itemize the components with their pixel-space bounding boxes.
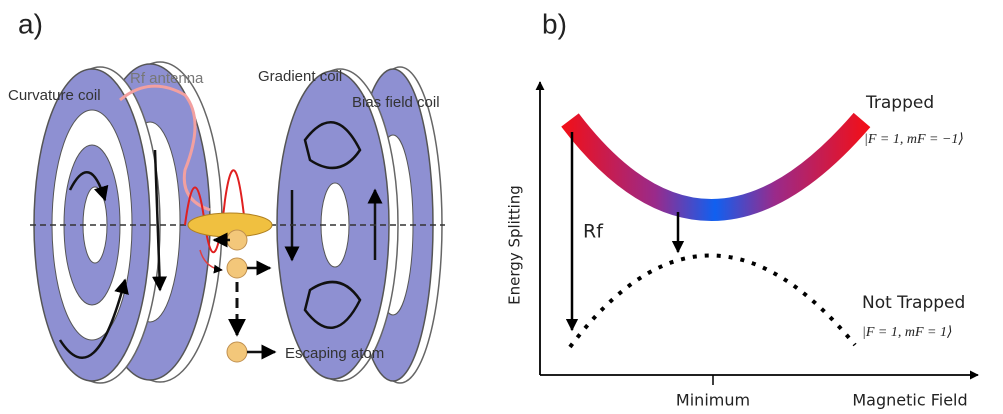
y-axis-label: Energy Splitting: [506, 185, 524, 305]
upper-state-name: Trapped: [865, 93, 934, 113]
panel-label: b): [542, 8, 567, 39]
label-escaping-atom: Escaping atom: [285, 345, 384, 362]
label-bias-coil: Bias field coil: [352, 94, 440, 111]
lower-state-ket: |F = 1, mF = 1⟩: [862, 325, 952, 340]
x-axis-label: Magnetic Field: [852, 391, 967, 410]
label-curvature-coil: Curvature coil: [8, 87, 101, 104]
label-rf-antenna: Rf antenna: [130, 70, 204, 87]
energy-diagram: [535, 81, 979, 385]
coil-apparatus: [30, 61, 445, 384]
panel-label: a): [18, 8, 43, 39]
transition-label: Rf: [583, 221, 604, 243]
upper-state-ket: |F = 1, mF = −1⟩: [864, 132, 964, 147]
x-tick-label: Minimum: [676, 391, 750, 410]
label-gradient-coil: Gradient coil: [258, 68, 342, 85]
lower-state-name: Not Trapped: [862, 293, 965, 313]
